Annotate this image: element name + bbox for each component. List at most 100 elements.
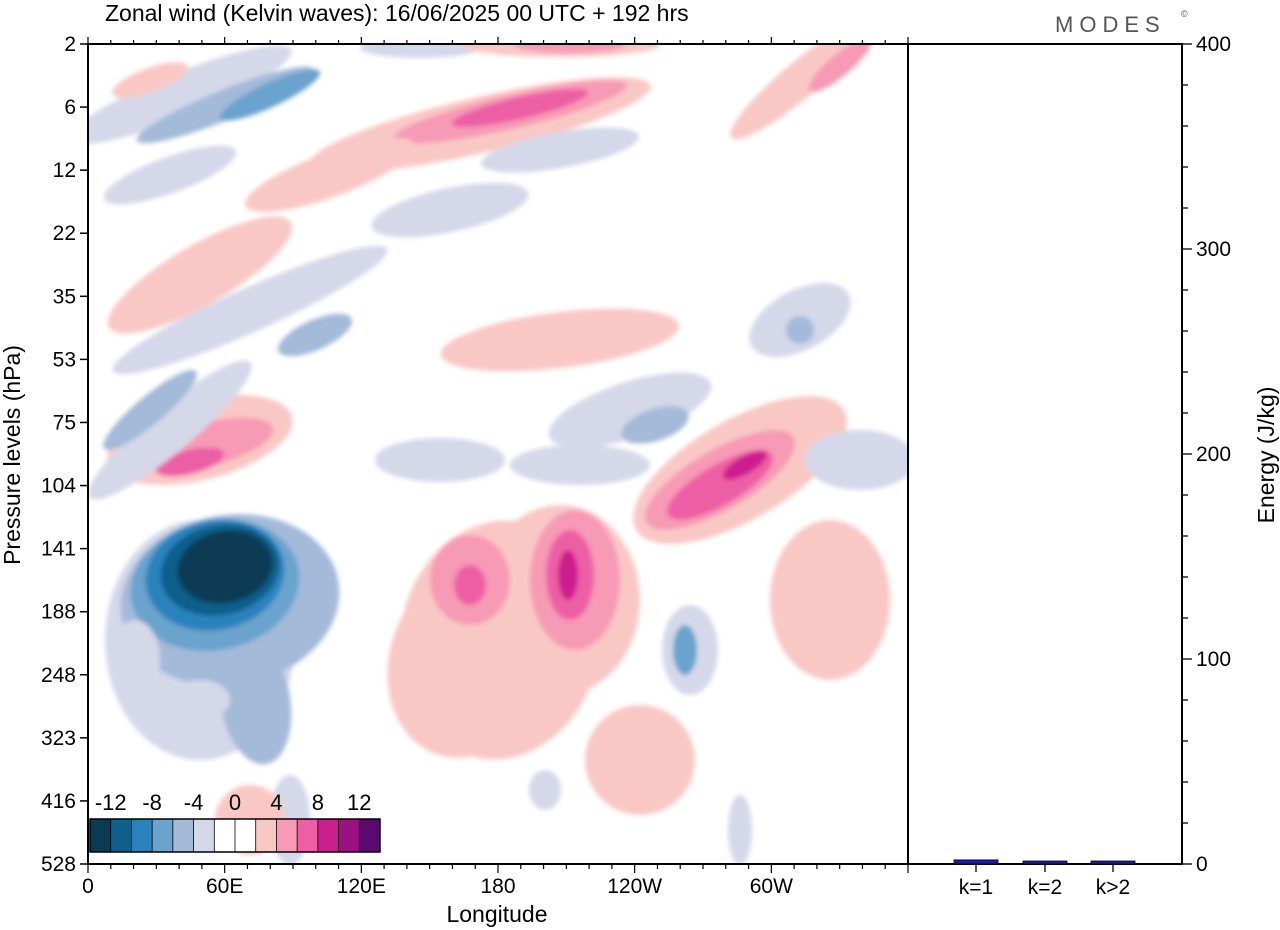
contour-region [515,44,625,53]
energy-category-label: k>2 [1096,876,1130,899]
colorbar-label: 8 [312,790,324,815]
pressure-tick-label: 141 [41,538,76,561]
contour-region [177,530,273,604]
pressure-tick-label: 248 [41,664,76,687]
colorbar-label: -4 [184,790,204,815]
pressure-tick-label: 528 [41,853,76,876]
energy-axis-label: Energy (J/kg) [1253,387,1279,524]
contour-region [770,520,890,680]
contour-region [371,182,529,238]
contour-region [88,45,292,145]
colorbar-swatch [152,819,174,852]
energy-tick-label: 300 [1196,238,1231,261]
colorbar-swatch [193,819,215,852]
energy-bar [1090,860,1136,865]
pressure-tick-label: 12 [53,159,76,182]
pressure-tick-label: 53 [53,348,76,371]
contour-region [529,770,561,810]
colorbar-label: 12 [347,790,371,815]
pressure-axis-label: Pressure levels (hPa) [0,345,25,565]
contour-region [805,430,908,490]
modes-logo: MODES © [1055,9,1188,37]
contour-region [245,137,415,213]
contour-region [730,44,870,140]
contour-region [808,44,872,93]
contour-region [103,145,237,205]
contour-region [219,69,321,121]
contour-region [360,44,480,58]
contour-region [112,245,388,375]
colorbar-frame [89,818,381,853]
colorbar-label: 0 [229,790,241,815]
contour-region [722,450,768,480]
energy-tick-label: 400 [1196,33,1231,56]
pressure-tick-label: 323 [41,727,76,750]
contour-region [558,550,578,600]
contour-region [454,565,486,605]
energy-tick-label: 0 [1196,853,1208,876]
contour-region [440,308,680,372]
contour-region [375,438,505,482]
logo-text: MODES [1055,12,1166,37]
pressure-tick-label: 35 [53,285,76,308]
pressure-axis: 2 6 12 22 35 53 75 104 141 188 248 323 416 528 [41,33,88,876]
contour-region [110,620,160,700]
colorbar-label: -8 [142,790,162,815]
contour-region [218,635,292,765]
longitude-axis: 0 60E 120E 180 120W 60W [82,37,909,898]
colorbar-swatch [214,819,236,852]
longitude-tick-label: 0 [82,875,94,898]
contour-region [728,795,752,864]
energy-tick-label: 200 [1196,443,1231,466]
contour-region [673,625,697,675]
colorbar-swatch [255,819,277,852]
colorbar-swatch [131,819,153,852]
longitude-tick-label: 60E [206,875,243,898]
colorbar-swatch [338,819,360,852]
contour-region [112,62,188,98]
pressure-tick-label: 6 [64,96,76,119]
pressure-tick-label: 188 [41,601,76,624]
colorbar-swatch [172,819,194,852]
energy-bar [1022,860,1068,865]
energy-panel-frame [907,43,1183,865]
pressure-tick-label: 75 [53,411,76,434]
energy-bar [953,859,999,865]
pressure-tick-label: 2 [64,33,76,56]
colorbar-swatch [110,819,132,852]
contour-plot-area [88,44,908,864]
energy-bars: k=1 k=2 k>2 [953,859,1136,899]
contour-region [88,360,252,500]
longitude-tick-label: 60W [750,875,793,898]
contour-region [510,445,650,485]
energy-category-label: k=1 [959,876,993,899]
colorbar-swatch [359,819,381,852]
contour-region [621,406,689,444]
longitude-tick-label: 120W [607,875,662,898]
colorbar-swatch [235,819,257,852]
pressure-tick-label: 416 [41,790,76,813]
contour-region [277,313,353,357]
contour-region [155,447,225,477]
contour-region [170,680,230,720]
contour-region [481,127,639,173]
energy-axis: 0 100 200 300 400 [1182,33,1231,876]
contour-region [451,88,589,128]
contour-region [107,216,293,334]
contour-region [786,316,814,344]
longitude-axis-label: Longitude [446,901,547,927]
colorbar-swatch [276,819,298,852]
contour-region [548,372,712,448]
contour-region [585,705,695,815]
colorbar-label: -12 [95,790,127,815]
colorbar-label: 4 [270,790,282,815]
pressure-tick-label: 22 [53,222,76,245]
colorbar-swatch [317,819,339,852]
colorbar: -12 -8 -4 0 4 8 12 [89,790,381,853]
pressure-tick-label: 104 [41,475,76,498]
longitude-tick-label: 180 [480,875,515,898]
logo-mark: © [1181,9,1188,19]
colorbar-swatch [297,819,319,852]
contour-region [103,369,197,451]
